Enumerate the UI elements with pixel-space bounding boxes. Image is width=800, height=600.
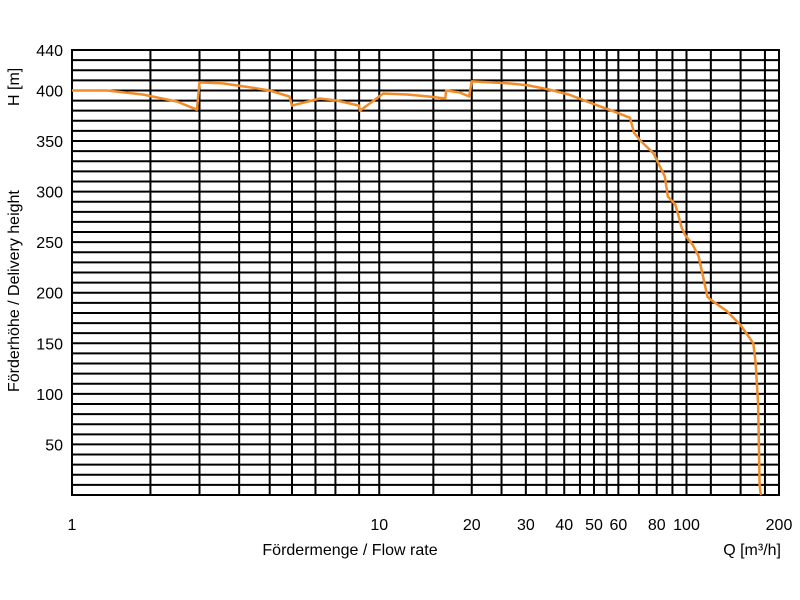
y-tick-labels: 50 100 150 200 250 300 350 400 440 (36, 43, 63, 454)
y-tick-label: 400 (36, 83, 63, 100)
pump-curve (72, 80, 763, 496)
plot-frame (71, 49, 780, 496)
x-tick-label: 40 (555, 517, 573, 534)
x-tick-label: 30 (517, 517, 535, 534)
y-tick-label: 200 (36, 286, 63, 303)
y-tick-label: 300 (36, 185, 63, 202)
y-tick-label: 440 (36, 43, 63, 60)
curve-layer (72, 80, 763, 496)
x-tick-label: 1 (68, 517, 77, 534)
y-tick-label: 50 (45, 437, 63, 454)
grid (71, 50, 779, 495)
y-tick-label: 100 (36, 387, 63, 404)
y-axis-unit: H [m] (6, 68, 23, 106)
x-tick-label: 80 (648, 517, 666, 534)
x-axis-unit: Q [m³/h] (723, 542, 781, 559)
y-axis-label: Förderhöhe / Delivery height (6, 190, 23, 392)
x-tick-label: 200 (766, 517, 793, 534)
x-tick-labels: 1 10 20 30 40 50 60 80 100 200 (68, 517, 793, 534)
x-tick-label: 10 (370, 517, 388, 534)
x-axis-label: Fördermenge / Flow rate (262, 542, 437, 559)
y-tick-label: 350 (36, 134, 63, 151)
x-tick-label: 60 (609, 517, 627, 534)
x-tick-label: 100 (673, 517, 700, 534)
y-tick-label: 150 (36, 336, 63, 353)
x-tick-label: 20 (463, 517, 481, 534)
y-tick-label: 250 (36, 235, 63, 252)
x-tick-label: 50 (585, 517, 603, 534)
